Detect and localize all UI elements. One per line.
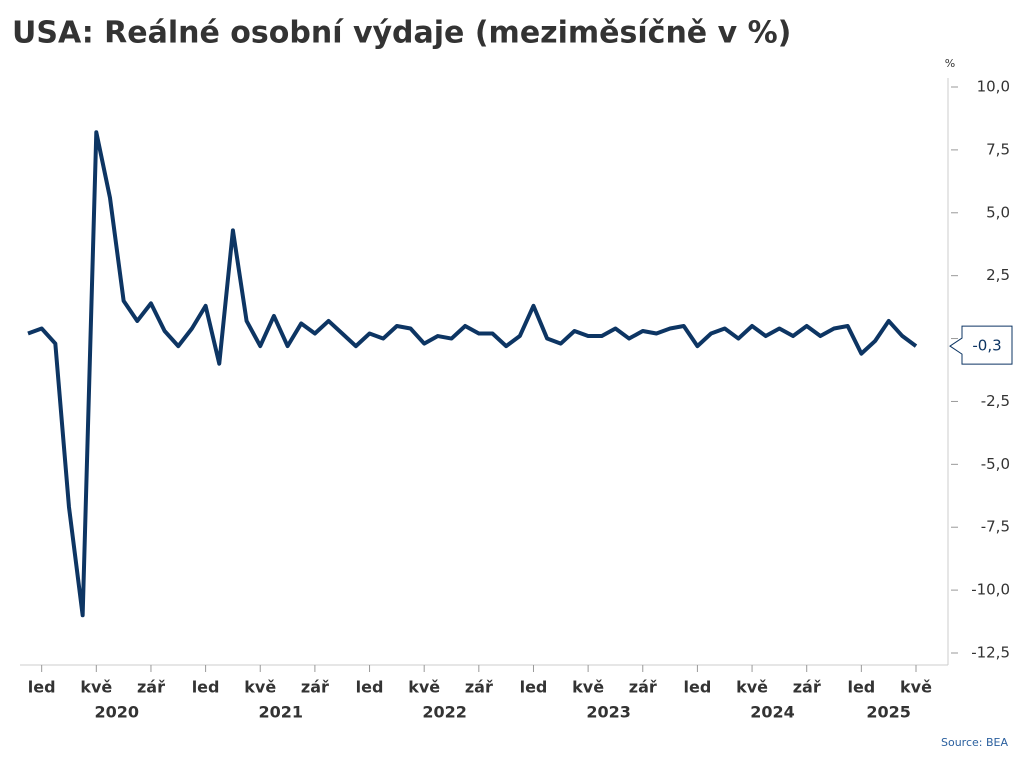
x-tick-label: led [192, 678, 220, 697]
x-group-label: 2023 [586, 703, 631, 722]
y-tick-label: 10,0 [977, 78, 1010, 96]
x-group-label: 2021 [258, 703, 303, 722]
y-tick-label: -2,5 [981, 392, 1010, 410]
x-group-label: 2020 [95, 703, 140, 722]
last-value-label: -0,3 [972, 337, 1001, 355]
x-tick-label: kvě [408, 678, 440, 697]
value-callout [949, 325, 1013, 365]
y-tick-label: 2,5 [986, 266, 1010, 284]
x-tick-label: led [684, 678, 712, 697]
chart-title: USA: Reálné osobní výdaje (meziměsíčně v… [12, 16, 791, 51]
y-tick-label: 7,5 [986, 140, 1010, 158]
y-tick-label: -10,0 [971, 581, 1010, 599]
x-tick-label: zář [629, 678, 657, 697]
x-tick-label: kvě [572, 678, 604, 697]
x-group-label: 2025 [866, 703, 911, 722]
x-tick-label: zář [301, 678, 329, 697]
y-tick-label: 5,0 [986, 203, 1010, 221]
x-tick-label: led [356, 678, 384, 697]
x-tick-label: kvě [736, 678, 768, 697]
source: Source: BEA [941, 736, 1008, 749]
y-tick-label: -7,5 [981, 518, 1010, 536]
x-tick-label: kvě [900, 678, 932, 697]
x-tick-label: kvě [80, 678, 112, 697]
y-tick-label: -5,0 [981, 455, 1010, 473]
line-series [27, 130, 918, 618]
y-tick-label: -12,5 [971, 644, 1010, 662]
x-tick-label: zář [137, 678, 165, 697]
x-tick-label: zář [465, 678, 493, 697]
x-tick-label: led [847, 678, 875, 697]
x-group-label: 2022 [422, 703, 467, 722]
x-tick-label: zář [793, 678, 821, 697]
x-tick-label: led [28, 678, 56, 697]
x-tick-label: led [520, 678, 548, 697]
x-group-label: 2024 [750, 703, 795, 722]
x-tick-label: kvě [244, 678, 276, 697]
y-unit: % [945, 57, 955, 70]
